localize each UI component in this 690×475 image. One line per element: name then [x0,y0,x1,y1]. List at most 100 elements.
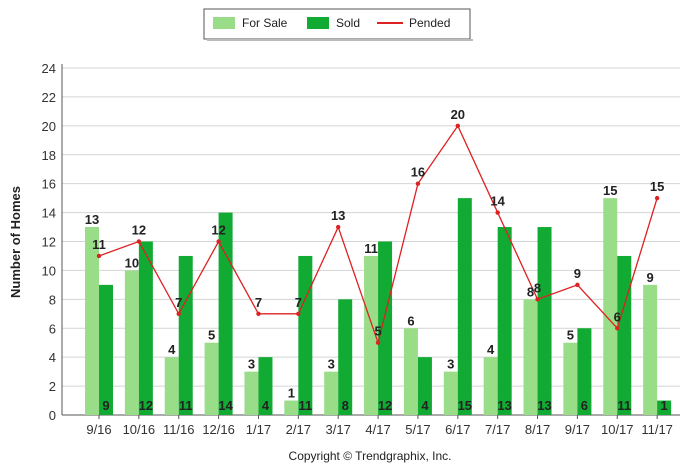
pended-point [336,224,341,230]
y-tick-label: 6 [49,321,56,336]
data-label-for-sale: 6 [407,313,414,328]
pended-point [575,282,580,288]
bar-for-sale [523,299,538,415]
data-label-sold: 4 [262,398,270,413]
x-tick-label: 11/16 [163,422,195,437]
bar-sold [218,212,233,415]
x-tick-label: 10/17 [601,422,634,437]
data-label-pended: 11 [92,237,106,252]
data-label-sold: 13 [537,398,551,413]
y-tick-label: 8 [49,292,56,307]
bar-sold [99,284,113,415]
data-label-pended: 9 [574,266,581,281]
pended-point [96,253,102,259]
bar-for-sale [164,357,179,415]
data-label-for-sale: 8 [527,284,534,299]
bar-sold [537,227,552,415]
bar-for-sale [603,198,618,415]
bar-sold [378,241,393,415]
data-label-sold: 8 [342,398,349,413]
data-label-sold: 12 [139,398,153,413]
bar-sold [497,227,512,415]
data-label-for-sale: 5 [208,328,215,343]
x-tick-label: 9/16 [86,422,111,437]
bar-for-sale [204,342,219,415]
data-label-pended: 15 [650,179,664,194]
pended-point [654,195,660,201]
bar-sold [417,357,432,415]
y-tick-label: 24 [42,61,56,76]
legend-label-for-sale: For Sale [242,16,288,30]
bar-for-sale [284,400,299,415]
bar-sold [258,357,273,415]
data-label-for-sale: 4 [487,342,495,357]
x-tick-label: 12/16 [202,422,235,437]
bar-for-sale [244,371,259,415]
data-label-sold: 9 [102,398,109,413]
bar-for-sale [643,284,658,415]
bar-sold [617,255,632,415]
bar-sold [457,198,472,415]
legend-box [203,8,471,40]
y-tick-label: 20 [42,119,56,134]
data-label-for-sale: 4 [168,342,176,357]
data-label-for-sale: 3 [248,357,255,372]
bar-for-sale [443,371,458,415]
x-tick-label: 11/17 [641,422,673,437]
bar-sold [138,241,153,415]
x-tick-label: 1/17 [246,422,271,437]
data-label-sold: 1 [661,398,668,413]
data-label-sold: 4 [421,398,429,413]
data-label-sold: 11 [179,398,193,413]
pended-point [216,239,221,244]
data-label-pended: 5 [374,324,381,339]
data-label-sold: 13 [497,398,511,413]
y-tick-label: 4 [49,350,56,365]
data-label-for-sale: 10 [125,255,139,270]
data-label-sold: 11 [298,398,312,413]
pended-point [176,311,181,316]
copyright-footer: Copyright © Trendgraphix, Inc. [289,449,452,463]
y-tick-label: 12 [42,235,56,250]
bar-for-sale [85,227,99,415]
data-label-pended: 7 [175,295,182,310]
data-label-for-sale: 3 [328,357,335,372]
x-tick-label: 9/17 [565,422,590,437]
x-tick-label: 7/17 [485,422,510,437]
pended-line-group [96,123,660,345]
legend-swatch-sold [307,17,329,29]
legend: For Sale Sold Pended [203,8,473,41]
data-label-pended: 16 [411,165,425,180]
pended-point [535,297,540,302]
x-tick-label: 6/17 [445,422,470,437]
data-label-sold: 12 [378,398,392,413]
x-tick-label: 3/17 [326,422,351,437]
data-label-pended: 12 [132,223,146,238]
bar-for-sale [124,270,139,415]
y-tick-label: 10 [42,263,56,278]
data-label-sold: 14 [218,398,233,413]
bars [85,198,672,415]
data-label-for-sale: 1 [288,386,295,401]
data-label-for-sale: 13 [85,212,99,227]
legend-swatch-for-sale [213,17,235,29]
bar-for-sale [483,357,498,415]
data-label-sold: 15 [458,398,472,413]
x-tick-label: 5/17 [405,422,430,437]
data-label-pended: 13 [331,208,345,223]
bar-for-sale [403,328,418,415]
data-label-for-sale: 5 [567,328,574,343]
data-label-for-sale: 15 [603,183,617,198]
data-label-pended: 6 [614,309,621,324]
data-label-pended: 20 [451,107,465,122]
legend-shadow [207,39,473,41]
pended-point [136,239,142,244]
x-tick-label: 4/17 [365,422,390,437]
bar-sold [657,400,672,415]
bar-for-sale [364,255,379,415]
bar-sold [338,299,353,415]
y-tick-label: 18 [42,148,56,163]
data-label-for-sale: 3 [447,357,454,372]
y-tick-label: 0 [49,408,56,423]
